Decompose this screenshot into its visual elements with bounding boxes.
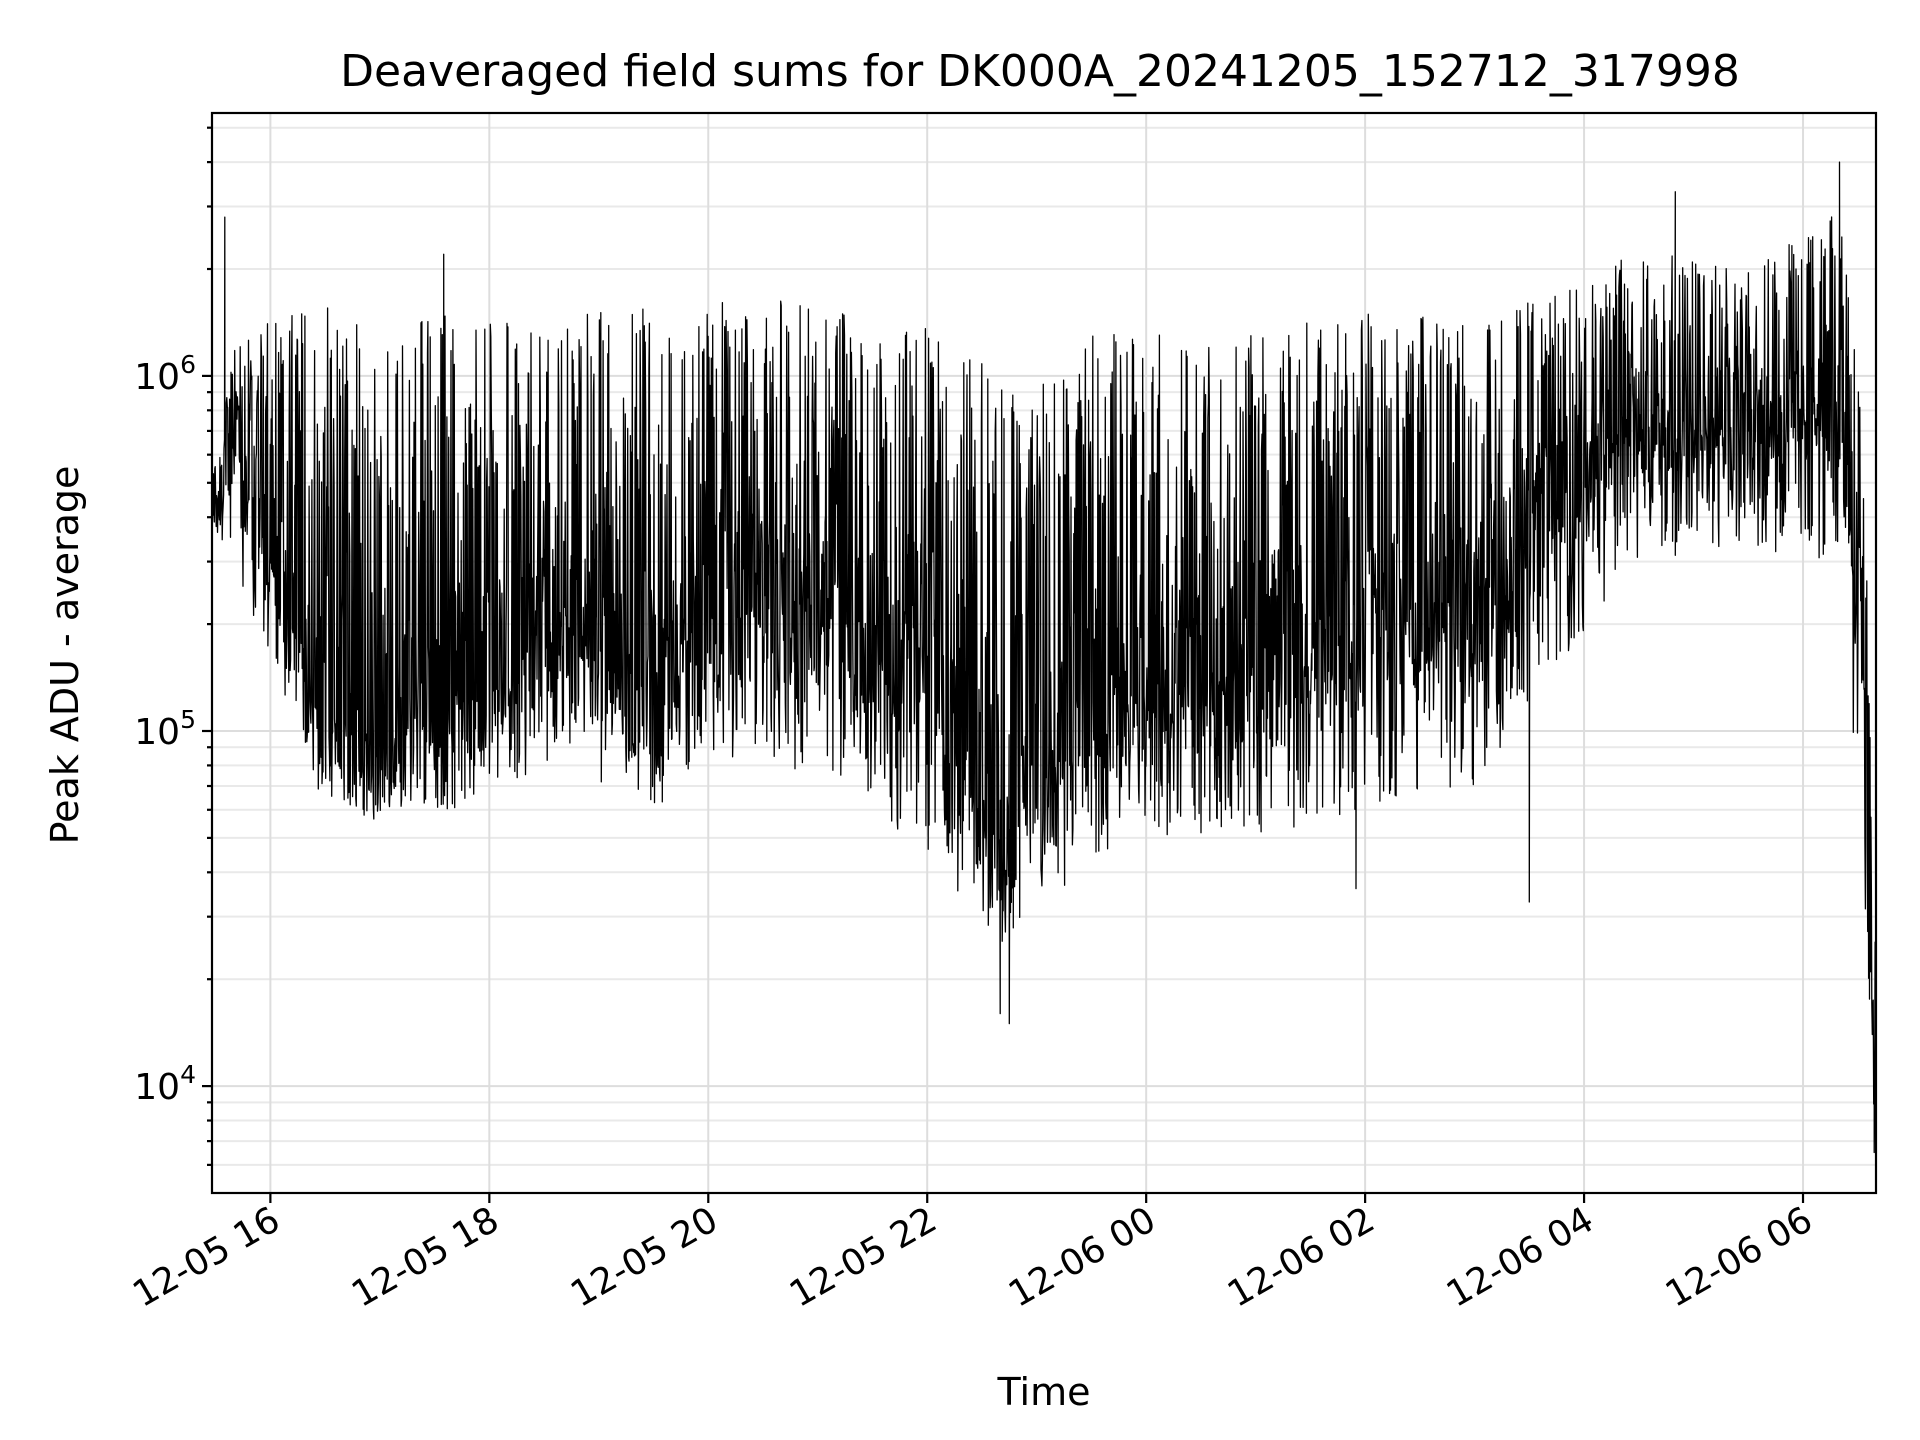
y-tick-label: 104 (134, 1060, 196, 1108)
x-tick-label: 12-05 22 (783, 1199, 944, 1315)
y-tick-label: 105 (134, 705, 196, 753)
plot-frame (210, 111, 1878, 1195)
x-axis-label: Time (997, 1370, 1091, 1414)
x-tick-label: 12-05 18 (345, 1199, 506, 1315)
x-tick-label: 12-05 20 (564, 1199, 725, 1315)
x-axis: 12-05 16 12-05 18 12-05 20 12-05 22 12-06 00… (126, 1193, 1820, 1316)
x-tick-label: 12-06 04 (1440, 1199, 1601, 1315)
data-series-line (211, 161, 1877, 1154)
chart-title: Deaveraged field sums for DK000A_2024120… (340, 46, 1740, 97)
x-tick-label: 12-05 16 (126, 1199, 287, 1315)
y-axis-label: Peak ADU - average (43, 466, 87, 845)
x-tick-label: 12-06 06 (1659, 1199, 1820, 1315)
series-group (211, 161, 1877, 1154)
y-tick-label: 106 (134, 350, 196, 398)
x-tick-label: 12-06 02 (1221, 1199, 1382, 1315)
x-tick-label: 12-06 00 (1002, 1199, 1163, 1315)
y-axis: 104 105 106 (134, 126, 212, 1166)
